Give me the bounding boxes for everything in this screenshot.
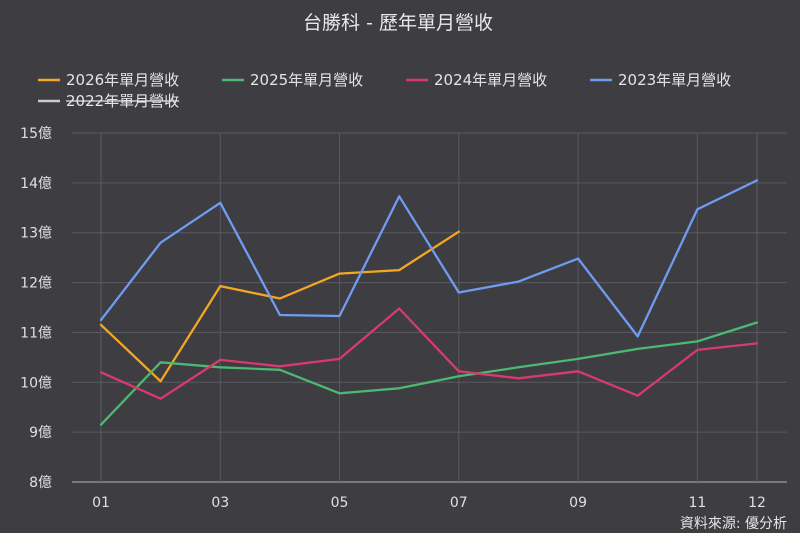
x-tick-label: 03 — [211, 495, 229, 511]
legend-item[interactable]: 2025年單月營收 — [222, 71, 363, 89]
grid — [72, 132, 787, 483]
legend-label: 2025年單月營收 — [250, 71, 363, 89]
y-tick-label: 14億 — [20, 176, 52, 192]
series-line — [99, 307, 759, 400]
legend-item[interactable]: 2024年單月營收 — [406, 71, 547, 89]
y-tick-label: 15億 — [20, 126, 52, 142]
legend: 2026年單月營收 2025年單月營收 2024年單月營收 2023年單月營收 2022… — [38, 71, 731, 110]
chart-title: 台勝科 - 歷年單月營收 — [303, 12, 493, 34]
x-tick-label: 07 — [450, 495, 468, 511]
x-tick-label: 09 — [569, 495, 587, 511]
source-note: 資料來源: 優分析 — [680, 516, 787, 532]
x-axis: 01 03 05 07 09 11 12 — [92, 495, 766, 511]
y-tick-label: 13億 — [20, 226, 52, 242]
y-axis: 8億 9億 10億 11億 12億 13億 14億 15億 — [20, 126, 52, 491]
series-line — [99, 230, 460, 383]
x-tick-label: 12 — [748, 495, 766, 511]
legend-label: 2024年單月營收 — [434, 71, 547, 89]
series-lines — [99, 179, 759, 426]
y-tick-label: 8億 — [29, 475, 52, 491]
x-tick-label: 11 — [688, 495, 706, 511]
legend-label: 2023年單月營收 — [618, 71, 731, 89]
y-tick-label: 11億 — [20, 325, 52, 341]
legend-label: 2026年單月營收 — [66, 71, 179, 89]
legend-item[interactable]: 2026年單月營收 — [38, 71, 179, 89]
y-tick-label: 12億 — [20, 276, 52, 292]
legend-item[interactable]: 2022年單月營收 — [38, 92, 180, 110]
series-line — [99, 179, 759, 338]
y-tick-label: 9億 — [29, 425, 52, 441]
legend-item[interactable]: 2023年單月營收 — [590, 71, 731, 89]
x-tick-label: 01 — [92, 495, 110, 511]
x-tick-label: 05 — [331, 495, 349, 511]
y-tick-label: 10億 — [20, 375, 52, 391]
